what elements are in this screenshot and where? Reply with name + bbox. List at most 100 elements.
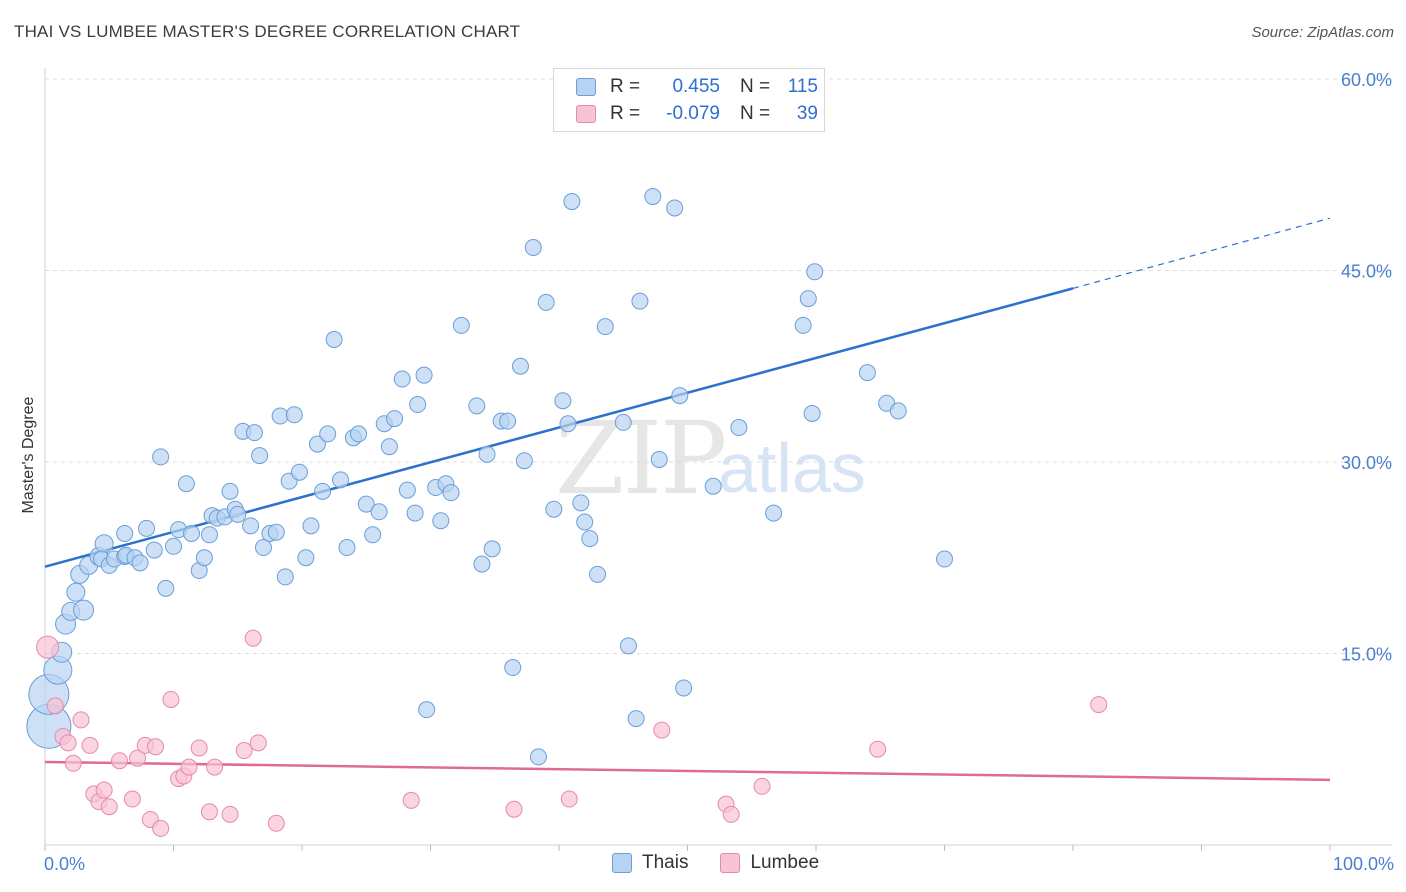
point-thais [415, 366, 433, 384]
legend-item-lumbee[interactable]: Lumbee [720, 852, 819, 874]
point-thais [251, 447, 269, 465]
point-thais [73, 599, 95, 621]
point-lumbee [244, 629, 262, 647]
point-lumbee [235, 742, 253, 760]
n-label: N = [740, 103, 771, 124]
point-lumbee [95, 781, 113, 799]
point-lumbee [560, 790, 578, 808]
point-lumbee [46, 697, 64, 715]
point-lumbee [267, 814, 285, 832]
point-thais [504, 659, 522, 677]
point-lumbee [249, 734, 267, 752]
x-tick-label-min: 0.0% [44, 854, 85, 874]
point-thais [666, 199, 684, 217]
n-value: 39 [796, 103, 818, 124]
point-thais [889, 402, 907, 420]
point-thais [563, 193, 581, 211]
point-thais [314, 482, 332, 500]
point-thais [554, 392, 572, 410]
point-thais [267, 523, 285, 541]
point-thais [386, 410, 404, 428]
legend-row-lumbee: R = -0.079 N = 39 [576, 101, 818, 127]
point-lumbee [162, 690, 180, 708]
point-lumbee [869, 740, 887, 758]
point-thais [254, 539, 272, 557]
y-tick-label: 60.0% [1341, 70, 1392, 90]
point-thais [803, 404, 821, 422]
point-thais [650, 450, 668, 468]
point-thais [589, 565, 607, 583]
point-thais [138, 519, 156, 537]
point-thais [627, 710, 645, 728]
point-thais [393, 370, 411, 388]
trend-line-thais [44, 287, 1074, 568]
tick-labels: 15.0% 30.0% 45.0% 60.0% 0.0% 100.0% [44, 70, 1394, 874]
data-points [26, 187, 1108, 837]
point-thais [576, 513, 594, 531]
point-thais [165, 537, 182, 555]
point-thais [308, 435, 326, 453]
point-thais [432, 512, 450, 530]
point-thais [545, 500, 563, 518]
point-thais [338, 539, 356, 557]
point-thais [644, 187, 662, 205]
point-lumbee [123, 790, 141, 808]
point-thais [370, 503, 388, 521]
point-thais [195, 549, 213, 567]
point-thais [380, 438, 398, 456]
point-lumbee [653, 721, 671, 739]
point-thais [936, 550, 953, 568]
legend-row-thais: R = 0.455 N = 115 [576, 74, 818, 100]
point-thais [285, 406, 303, 424]
axes [44, 68, 1392, 851]
legend-label-lumbee: Lumbee [750, 852, 820, 873]
point-thais [468, 397, 486, 415]
stats-legend: R = 0.455 N = 115 R = -0.079 N = 39 [553, 68, 825, 132]
r-value: -0.079 [666, 103, 720, 124]
point-lumbee [180, 758, 198, 776]
watermark-atlas: atlas [718, 429, 866, 507]
lumbee-swatch-icon [576, 105, 596, 123]
point-lumbee [722, 805, 740, 823]
point-thais [671, 387, 689, 405]
trend-line-thais-extension [1072, 217, 1331, 289]
n-label: N = [740, 76, 771, 97]
point-thais [524, 239, 542, 257]
point-thais [229, 505, 247, 523]
point-thais [200, 526, 218, 544]
point-thais [581, 530, 599, 548]
point-lumbee [72, 711, 90, 729]
point-thais [704, 477, 722, 495]
legend-item-thais[interactable]: Thais [612, 852, 688, 874]
point-thais [66, 582, 86, 602]
point-thais [511, 357, 529, 375]
legend-label-thais: Thais [642, 852, 689, 873]
trend-line-lumbee [44, 760, 1331, 782]
point-lumbee [190, 739, 208, 757]
chart-title: THAI VS LUMBEE MASTER'S DEGREE CORRELATI… [14, 22, 521, 41]
point-lumbee [1090, 696, 1108, 714]
point-thais [290, 463, 308, 481]
y-tick-label: 45.0% [1341, 262, 1392, 282]
r-value: 0.455 [672, 76, 720, 97]
point-thais [350, 425, 368, 443]
point-thais [325, 330, 343, 348]
point-thais [858, 364, 876, 382]
point-thais [452, 316, 470, 334]
point-thais [157, 579, 175, 597]
thais-swatch-icon [612, 853, 632, 873]
x-tick-label-max: 100.0% [1333, 854, 1394, 874]
r-label: R = [610, 103, 641, 124]
point-thais [572, 494, 590, 512]
point-thais [529, 748, 547, 766]
grid-lines [45, 78, 1392, 654]
point-thais [276, 568, 294, 586]
series-thais [26, 187, 953, 766]
point-thais [271, 407, 289, 425]
point-lumbee [152, 819, 170, 837]
point-thais [302, 517, 320, 535]
point-lumbee [36, 635, 60, 659]
point-thais [559, 415, 577, 433]
point-thais [473, 555, 491, 573]
